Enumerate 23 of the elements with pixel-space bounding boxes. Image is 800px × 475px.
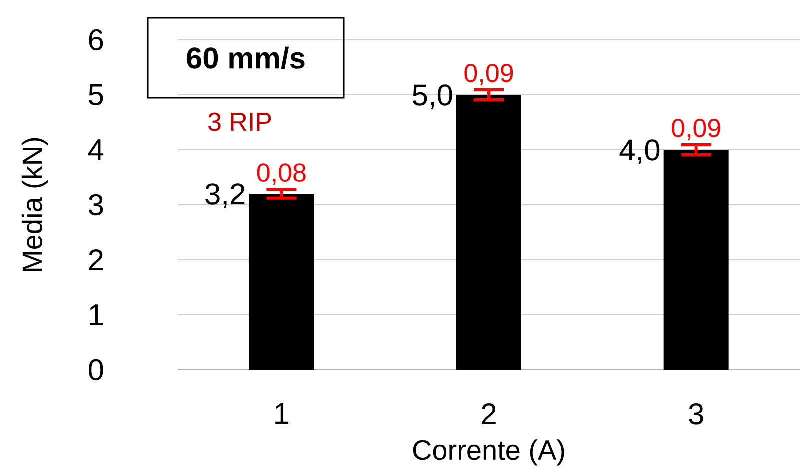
annotation: 0,09	[672, 119, 720, 141]
annotation: 0,08	[257, 164, 306, 186]
bar	[249, 194, 314, 370]
annotation: 0,09	[464, 64, 514, 86]
y-tick-label: 6	[89, 29, 104, 51]
y-axis-title: Media (kN)	[22, 138, 48, 272]
chart-title: 60 mm/s	[187, 46, 305, 70]
data-label: 3,2	[206, 184, 245, 208]
y-tick-label: 4	[88, 140, 104, 160]
y-tick-label: 3	[88, 194, 104, 216]
y-tick-label: 0	[88, 359, 104, 381]
bar	[664, 150, 729, 370]
x-tick-label: 1	[276, 404, 289, 424]
data-label: 4,0	[620, 140, 660, 164]
y-tick-label: 1	[90, 304, 104, 326]
data-label: 5,0	[412, 84, 452, 110]
y-tick-label: 2	[89, 250, 103, 270]
x-tick-label: 2	[482, 404, 496, 424]
x-tick-label: 3	[689, 404, 704, 425]
x-axis-title: Corrente (A)	[413, 440, 564, 466]
annotation: 3 RIP	[208, 112, 272, 132]
y-tick-label: 5	[88, 84, 104, 106]
bar	[456, 95, 522, 370]
